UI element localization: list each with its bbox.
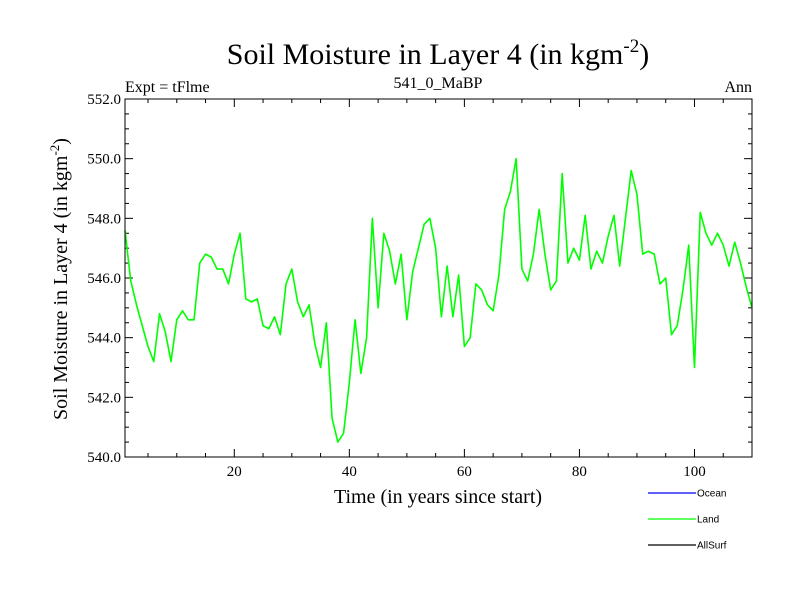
y-tick-label: 544.0	[87, 331, 121, 347]
legend-label-allsurf: AllSurf	[697, 541, 727, 552]
x-axis-label: Time (in years since start)	[334, 486, 542, 508]
legend: Ocean Land AllSurf	[648, 489, 727, 552]
chart-title-end: )	[639, 38, 649, 71]
x-tick-label: 100	[683, 464, 706, 480]
x-tick-label: 20	[227, 464, 242, 480]
y-tick-label: 548.0	[87, 211, 121, 227]
y-axis-label-superscript: -2	[47, 145, 62, 156]
y-tick-label: 542.0	[87, 390, 121, 406]
y-axis-label: Soil Moisture in Layer 4 (in kgm-2)	[47, 138, 72, 420]
y-tick-label: 552.0	[87, 92, 121, 108]
x-tick-label: 80	[572, 464, 587, 480]
x-tick-label: 60	[457, 464, 472, 480]
y-tick-label: 546.0	[87, 271, 121, 287]
chart-title-main: Soil Moisture in Layer 4 (in kgm	[227, 38, 624, 71]
subtitle-center: 541_0_MaBP	[394, 75, 483, 92]
y-tick-label: 550.0	[87, 152, 121, 168]
y-tick-label: 540.0	[87, 450, 121, 466]
chart-title: Soil Moisture in Layer 4 (in kgm-2)	[227, 36, 649, 71]
subtitle-right: Ann	[724, 79, 752, 96]
plot-frame	[124, 98, 753, 458]
y-axis-label-main: Soil Moisture in Layer 4 (in kgm	[50, 155, 72, 420]
axis-ticks: 540.0 542.0 544.0 546.0 548.0 550.0 552.0 20 40 6…	[87, 92, 752, 480]
legend-label-land: Land	[697, 515, 719, 526]
series-layer	[124, 157, 753, 443]
legend-label-ocean: Ocean	[697, 489, 726, 500]
y-axis-label-end: )	[50, 138, 72, 145]
x-tick-label: 40	[342, 464, 357, 480]
subtitle-left: Expt = tFlme	[125, 79, 210, 96]
chart-title-superscript: -2	[623, 36, 639, 57]
series-line-land	[124, 157, 753, 443]
